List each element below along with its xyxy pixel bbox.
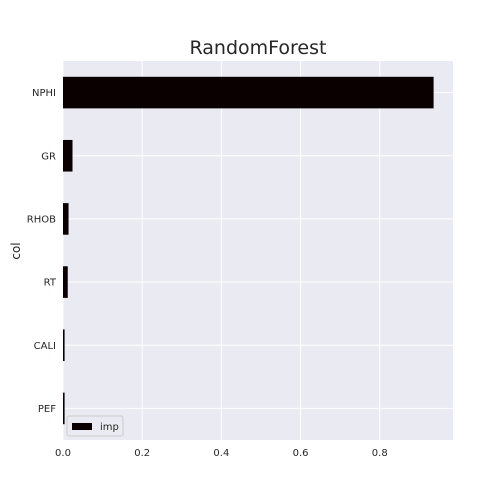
legend-swatch (72, 423, 92, 430)
legend: imp (66, 415, 124, 437)
y-tick-label-pef: PEF (38, 404, 56, 415)
x-tick-label: 0.2 (134, 448, 150, 459)
y-tick-label-rhob: RHOB (27, 214, 56, 225)
y-tick-labels: NPHI GR RHOB RT CALI PEF (27, 88, 57, 415)
bar-pef (63, 392, 65, 425)
plot-area (63, 61, 453, 440)
bar-nphi (63, 76, 434, 109)
y-tick-label-nphi: NPHI (32, 88, 56, 99)
y-axis-label: col (9, 242, 23, 259)
x-tick-label: 0.0 (55, 448, 71, 459)
bar-gr (63, 139, 73, 172)
legend-box (66, 415, 124, 437)
x-tick-labels: 0.0 0.2 0.4 0.6 0.8 (55, 448, 388, 459)
x-tick-label: 0.6 (293, 448, 309, 459)
y-tick-label-rt: RT (44, 278, 57, 289)
y-tick-label-gr: GR (41, 151, 56, 162)
bar-rt (63, 266, 68, 298)
bar-rhob (63, 203, 69, 235)
y-tick-label-cali: CALI (34, 341, 56, 352)
bars (63, 76, 434, 425)
legend-label-imp: imp (100, 422, 119, 433)
chart-title: RandomForest (190, 37, 327, 59)
bar-cali (63, 329, 65, 362)
x-tick-label: 0.8 (372, 448, 388, 459)
x-tick-label: 0.4 (213, 448, 229, 459)
